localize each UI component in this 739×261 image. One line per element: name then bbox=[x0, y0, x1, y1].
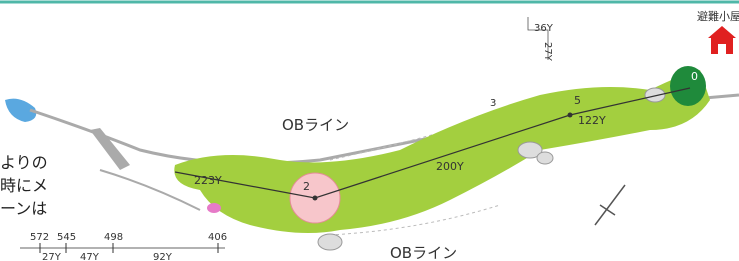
fairway bbox=[174, 70, 710, 233]
distance-label: 200Y bbox=[436, 160, 464, 173]
scale-segment: 92Y bbox=[153, 252, 173, 261]
side-note: ーンは bbox=[0, 199, 47, 218]
scale-tick-label: 498 bbox=[104, 232, 123, 243]
marker: 3 bbox=[490, 98, 496, 109]
offset-label: 36Y bbox=[534, 23, 554, 34]
shelter-label: 避難小屋 bbox=[697, 9, 739, 23]
point bbox=[568, 113, 573, 118]
scale-tick-label: 572 bbox=[30, 232, 49, 243]
pond bbox=[207, 203, 221, 213]
bunker bbox=[318, 234, 342, 250]
distance-label: 223Y bbox=[194, 174, 222, 187]
north-arrow bbox=[595, 185, 625, 225]
side-note: 時にメ bbox=[0, 176, 48, 195]
point bbox=[313, 196, 318, 201]
bunker bbox=[537, 152, 553, 164]
offset-label: 27Y bbox=[542, 42, 553, 62]
tee bbox=[90, 128, 130, 170]
marker: 0 bbox=[691, 70, 698, 83]
side-note: よりの bbox=[0, 153, 48, 172]
distance-label: 122Y bbox=[578, 114, 606, 127]
scale-tick-label: 406 bbox=[208, 232, 227, 243]
scale-segment: 27Y bbox=[42, 252, 62, 261]
green bbox=[670, 66, 706, 106]
shelter-door bbox=[718, 44, 726, 54]
scale-tick-label: 545 bbox=[57, 232, 76, 243]
bunker bbox=[645, 88, 665, 102]
course-map: 避難小屋 36Y 27Y 0 5 2 3 122Y 200Y 223Y OBライ… bbox=[0, 0, 739, 261]
marker: 5 bbox=[574, 94, 581, 107]
ob-label: OBライン bbox=[390, 244, 457, 261]
scale-segment: 47Y bbox=[80, 252, 100, 261]
ob-label: OBライン bbox=[282, 116, 349, 134]
marker: 2 bbox=[303, 180, 310, 193]
